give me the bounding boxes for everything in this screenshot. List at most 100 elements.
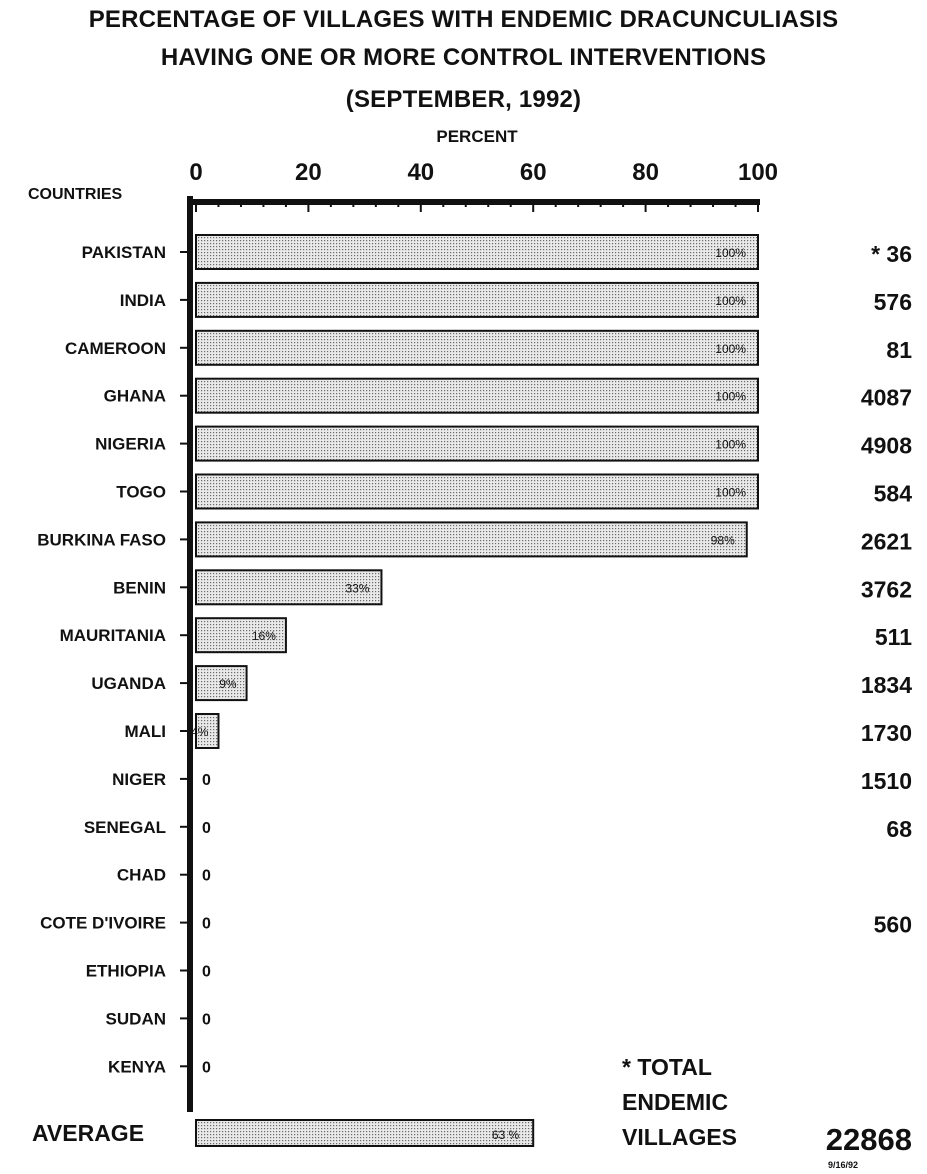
bar-value-label: 100%	[715, 294, 746, 308]
country-label: NIGER	[112, 770, 166, 789]
endemic-village-count: 3762	[861, 576, 912, 602]
endemic-village-count: 511	[875, 624, 912, 650]
chart-title-line-2: HAVING ONE OR MORE CONTROL INTERVENTIONS	[160, 44, 767, 71]
chart-title-line-3: (SEPTEMBER, 1992)	[345, 86, 582, 113]
bar-row: MALI 4% 1730	[124, 713, 912, 749]
date-stamp: 9/16/92	[828, 1160, 858, 1170]
bar-value-label: 0	[202, 772, 211, 789]
bar-value-label: 98%	[711, 533, 735, 547]
bar-value-label: 33%	[345, 581, 369, 595]
bar	[195, 617, 287, 654]
bar-row: COTE D'IVOIRE 0 560	[40, 912, 912, 938]
bar-row: BURKINA FASO 98% 2621	[37, 521, 912, 558]
x-tick-label: 80	[632, 159, 659, 186]
bar	[195, 329, 759, 366]
bar-value-label: 0	[202, 916, 211, 933]
country-label: KENYA	[108, 1057, 166, 1076]
bar-row: GHANA 100% 4087	[104, 377, 912, 414]
bar-row: UGANDA 9% 1834	[91, 665, 912, 702]
bar-value-label: 0	[202, 1011, 211, 1028]
country-label: BURKINA FASO	[37, 530, 166, 549]
endemic-village-count: 2621	[861, 528, 912, 554]
country-label: UGANDA	[91, 674, 166, 693]
bar-value-label: 100%	[715, 438, 746, 452]
endemic-village-count: 4087	[861, 385, 912, 411]
bar-row: CHAD 0	[117, 866, 211, 885]
x-tick-labels: 0 20 40 60 80 100	[189, 159, 778, 186]
x-tick-label: 60	[520, 159, 547, 186]
bar-rows: PAKISTAN 100% * 36 INDIA 100% 576 CAMEROON 100%…	[37, 234, 913, 1076]
bar-row: MAURITANIA 16% 511	[60, 617, 912, 654]
bar-row: BENIN 33% 3762	[113, 569, 912, 606]
country-label: SUDAN	[106, 1009, 166, 1028]
average-label: AVERAGE	[32, 1120, 144, 1146]
bar-value-label: 100%	[715, 486, 746, 500]
bar-value-label: 100%	[715, 390, 746, 404]
endemic-village-count: 576	[874, 289, 912, 315]
bar-value-label: 9%	[219, 677, 237, 691]
bar-value-label: 0	[202, 868, 211, 885]
bar-row: NIGERIA 100% 4908	[95, 425, 912, 462]
bar-row: KENYA 0	[108, 1057, 211, 1076]
chart-title-line-1: PERCENTAGE OF VILLAGES WITH ENDEMIC DRAC…	[88, 6, 839, 33]
endemic-village-count: 4908	[861, 433, 912, 459]
country-label: NIGERIA	[95, 435, 166, 454]
bar-row: TOGO 100% 584	[116, 473, 913, 510]
country-label: INDIA	[120, 291, 166, 310]
country-label: SENEGAL	[84, 818, 166, 837]
bar	[195, 234, 759, 270]
total-value: 22868	[826, 1122, 912, 1157]
country-label: BENIN	[113, 578, 166, 597]
bar-row: INDIA 100% 576	[120, 281, 912, 318]
bar	[195, 377, 759, 414]
bar-row: CAMEROON 100% 81	[65, 329, 912, 366]
bar-row: SUDAN 0	[106, 1009, 211, 1028]
endemic-village-count: 68	[886, 816, 912, 842]
country-label: ETHIOPIA	[86, 962, 166, 981]
bar	[195, 713, 220, 749]
bar-row: NIGER 0 1510	[112, 768, 912, 794]
bar	[195, 473, 759, 510]
bar-value-label: 4%	[191, 725, 209, 739]
bar-value-label: 0	[202, 1059, 211, 1076]
country-label: CAMEROON	[65, 339, 166, 358]
country-label: TOGO	[116, 483, 166, 502]
total-label-line-3: VILLAGES	[622, 1124, 737, 1150]
total-label-line-1: * TOTAL	[622, 1054, 712, 1080]
bar	[195, 425, 759, 462]
average-bar	[195, 1119, 535, 1147]
endemic-village-count: 1730	[861, 720, 912, 746]
country-label: COTE D'IVOIRE	[40, 914, 166, 933]
bar-row: PAKISTAN 100% * 36	[82, 234, 912, 270]
country-label: MALI	[124, 722, 166, 741]
country-label: MAURITANIA	[60, 626, 166, 645]
bar	[195, 569, 383, 606]
country-label: CHAD	[117, 866, 166, 885]
bar-value-label: 100%	[715, 342, 746, 356]
endemic-village-count: 1510	[861, 768, 912, 794]
x-tick-label: 100	[738, 159, 778, 186]
endemic-village-count: 81	[886, 337, 912, 363]
x-tick-label: 0	[189, 159, 202, 186]
x-axis-label: PERCENT	[436, 127, 518, 146]
x-tick-label: 20	[295, 159, 322, 186]
country-label: GHANA	[104, 387, 166, 406]
total-label-line-2: ENDEMIC	[622, 1089, 728, 1115]
endemic-village-count: 1834	[861, 672, 912, 698]
bar-row: SENEGAL 0 68	[84, 816, 912, 842]
country-label: PAKISTAN	[82, 243, 166, 262]
bar	[195, 521, 748, 558]
bar-value-label: 0	[202, 964, 211, 981]
endemic-village-count: * 36	[871, 241, 912, 267]
bar-value-label: 0	[202, 820, 211, 837]
bar-value-label: 16%	[252, 629, 276, 643]
bar	[195, 281, 759, 318]
bar	[195, 665, 248, 702]
endemic-village-count: 560	[874, 912, 912, 938]
bar-value-label: 100%	[715, 246, 746, 260]
x-tick-label: 40	[407, 159, 434, 186]
endemic-village-count: 584	[874, 481, 913, 507]
y-axis-label: COUNTRIES	[28, 186, 123, 203]
average-value-label: 63 %	[492, 1128, 520, 1142]
